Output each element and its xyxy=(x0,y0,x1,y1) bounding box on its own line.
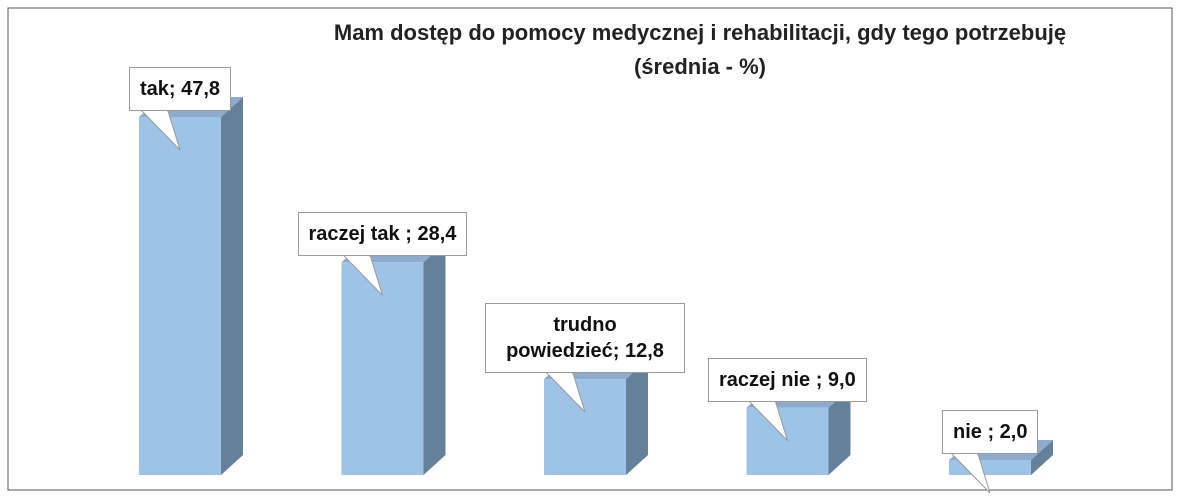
chart-subtitle: (średnia - %) xyxy=(633,54,767,79)
bar xyxy=(341,242,446,475)
bar-front xyxy=(139,117,221,475)
data-label: raczej tak ; 28,4 xyxy=(297,212,468,257)
bar-front xyxy=(746,407,829,475)
bar-side xyxy=(221,97,243,475)
bar xyxy=(746,387,851,475)
data-label: nie ; 2,0 xyxy=(942,410,1039,455)
data-label: tak; 47,8 xyxy=(129,67,232,111)
bar-side xyxy=(423,242,446,475)
bar xyxy=(139,97,243,475)
chart-title: Mam dostęp do pomocy medycznej i rehabil… xyxy=(333,20,1067,45)
bar-side xyxy=(1031,440,1053,475)
bar-side xyxy=(626,359,648,475)
bar-front xyxy=(341,262,424,475)
bar-front xyxy=(544,379,626,475)
bar-side xyxy=(828,387,851,475)
data-label: raczej nie ; 9,0 xyxy=(708,357,867,402)
data-label: trudno powiedzieć; 12,8 xyxy=(485,303,685,374)
